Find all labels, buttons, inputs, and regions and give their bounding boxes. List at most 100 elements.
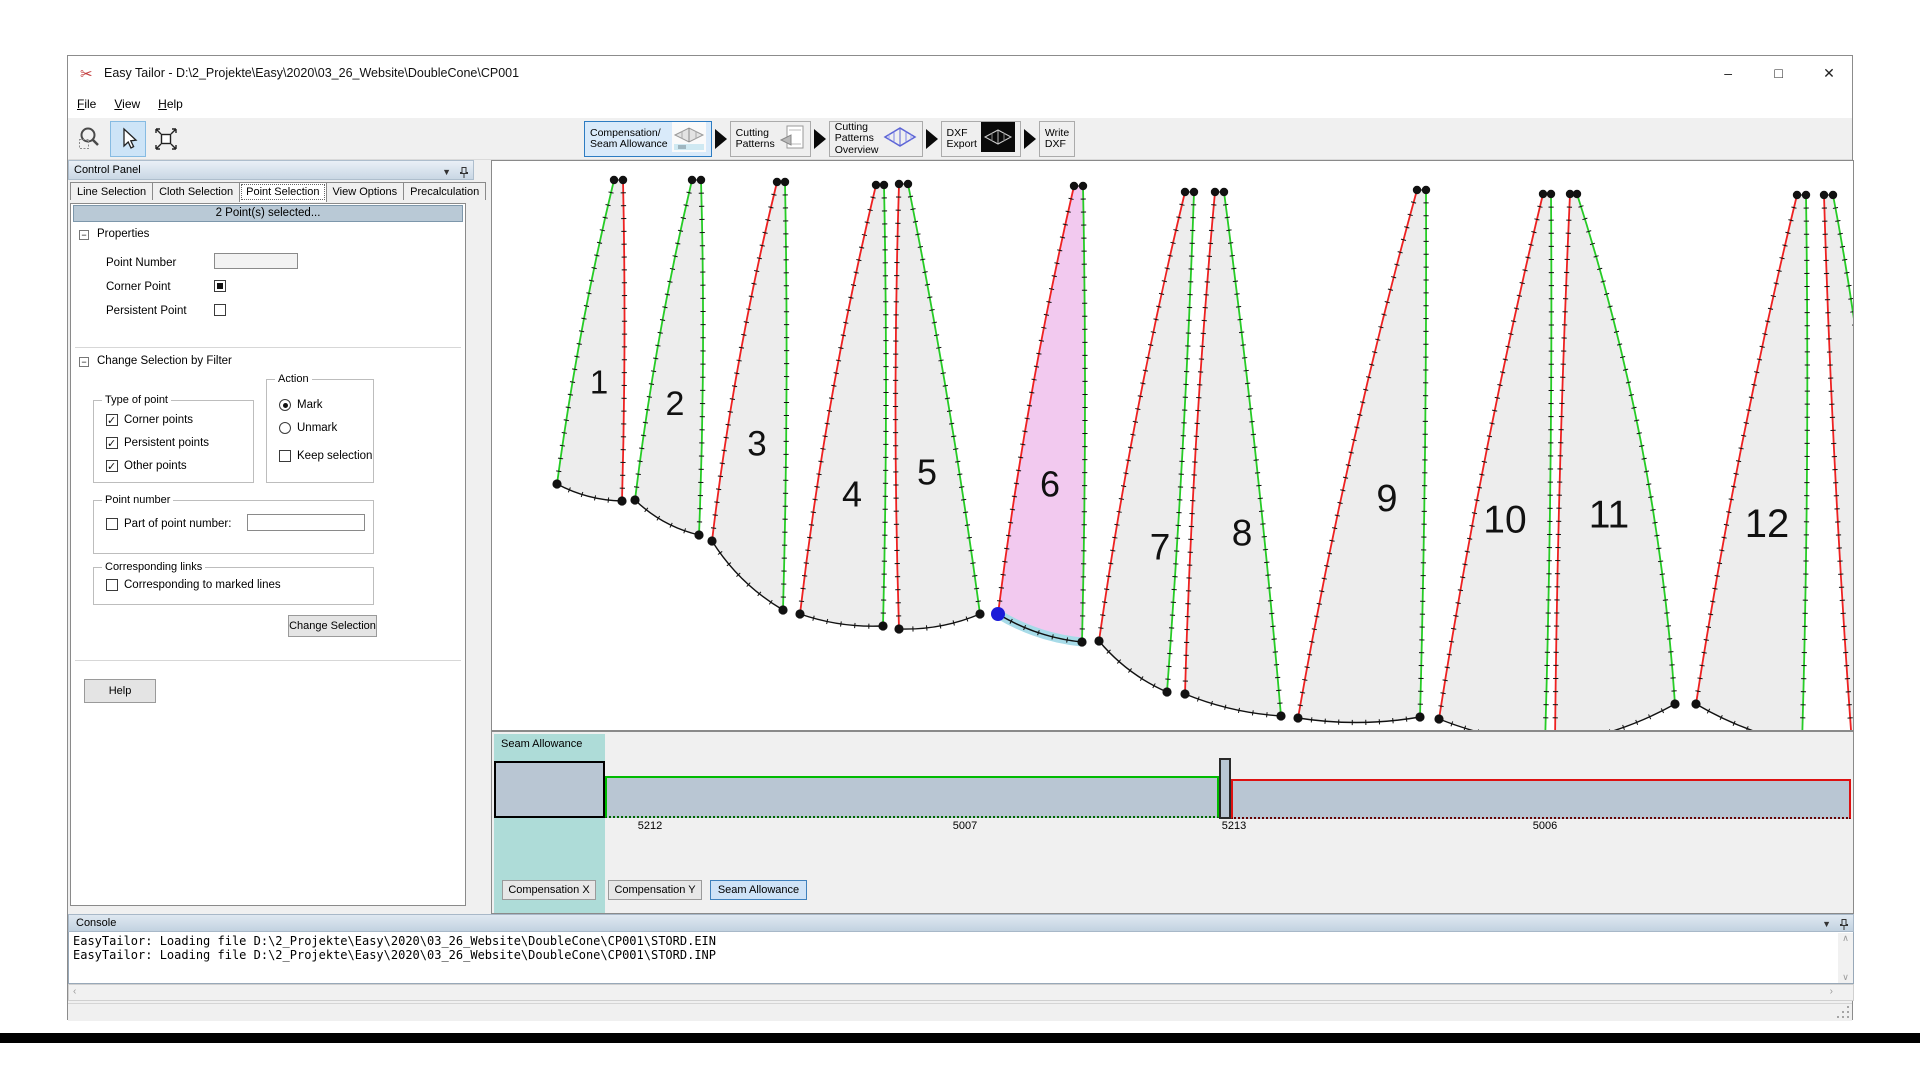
- panel-number-label: 7: [1150, 527, 1171, 568]
- fit-view-tool-button[interactable]: [148, 121, 184, 157]
- resize-grip[interactable]: [1847, 1016, 1849, 1018]
- seam-bar-5007[interactable]: [605, 776, 1219, 818]
- sail-panel-12[interactable]: 12: [1691, 191, 1810, 731]
- console-pin-icon[interactable]: [1839, 918, 1849, 931]
- seam-bar-5213[interactable]: [1219, 758, 1231, 819]
- scroll-right-icon[interactable]: ›: [1830, 986, 1833, 997]
- window-title: Easy Tailor - D:\2_Projekte\Easy\2020\03…: [104, 66, 519, 80]
- seam-bar-5212[interactable]: [494, 761, 605, 818]
- scroll-left-icon[interactable]: ‹: [73, 986, 76, 997]
- fit-extents-icon: [153, 126, 179, 152]
- toolbar: Compensation/ Seam Allowance Cutting Patt…: [68, 118, 1852, 160]
- point-number-group: Point number Part of point number:: [93, 500, 374, 554]
- console-log[interactable]: EasyTailor: Loading file D:\2_Projekte\E…: [68, 932, 1854, 984]
- tab-cloth-selection[interactable]: Cloth Selection: [152, 182, 240, 200]
- close-button[interactable]: ✕: [1806, 56, 1852, 92]
- workflow-step-2[interactable]: Cutting Patterns: [730, 121, 811, 157]
- menu-bar: FileViewHelp: [68, 92, 1852, 118]
- console-header: Console ▼: [68, 914, 1854, 932]
- workflow-step-4[interactable]: DXF Export: [941, 121, 1021, 157]
- dxf-export-icon: [981, 122, 1015, 156]
- seam-tab-compensation-x[interactable]: Compensation X: [502, 880, 596, 900]
- action-group: Action MarkUnmarkKeep selection: [266, 379, 374, 483]
- seam-bar-label-5006: 5006: [1533, 820, 1557, 832]
- label-corner-points: Corner points: [124, 414, 193, 426]
- change-selection-button[interactable]: Change Selection: [288, 615, 377, 637]
- checkbox-persistent-points[interactable]: [106, 437, 118, 449]
- checkbox-other-points[interactable]: [106, 460, 118, 472]
- control-panel: Control Panel ▼ Line SelectionCloth Sele…: [68, 160, 478, 914]
- workflow-step-1[interactable]: Compensation/ Seam Allowance: [584, 121, 712, 157]
- sail-panel-6[interactable]: 6: [991, 182, 1088, 647]
- console-vertical-scrollbar[interactable]: ∧ ∨: [1838, 933, 1853, 983]
- menu-help[interactable]: Help: [149, 92, 192, 116]
- help-button[interactable]: Help: [84, 679, 156, 703]
- properties-collapse-icon[interactable]: −: [79, 230, 89, 240]
- sail-panel-5[interactable]: 5: [893, 180, 985, 634]
- sail-panel-2[interactable]: 2: [630, 176, 705, 540]
- type-of-point-legend: Type of point: [102, 394, 171, 406]
- workflow-buttons: Compensation/ Seam Allowance Cutting Patt…: [584, 120, 1075, 158]
- tab-view-options[interactable]: View Options: [326, 182, 405, 200]
- corner-point-checkbox[interactable]: [214, 280, 226, 292]
- maximize-button[interactable]: □: [1756, 56, 1802, 92]
- corresponding-to-marked-lines-label: Corresponding to marked lines: [124, 579, 281, 591]
- workflow-step-label: Cutting Patterns: [736, 128, 775, 151]
- checkbox-corner-points[interactable]: [106, 414, 118, 426]
- tab-line-selection[interactable]: Line Selection: [70, 182, 153, 200]
- select-tool-button[interactable]: [110, 121, 146, 157]
- pin-icon[interactable]: [459, 166, 469, 179]
- sail-panel-4[interactable]: 4: [795, 181, 888, 631]
- seam-tab-compensation-y[interactable]: Compensation Y: [608, 880, 702, 900]
- tab-point-selection[interactable]: Point Selection: [239, 182, 326, 202]
- control-panel-tabs: Line SelectionCloth SelectionPoint Selec…: [70, 182, 472, 203]
- part-of-point-number-checkbox[interactable]: [106, 518, 118, 530]
- corresponding-to-marked-lines-checkbox[interactable]: [106, 579, 118, 591]
- magnifier-icon: [77, 126, 103, 152]
- filter-collapse-icon[interactable]: −: [79, 357, 89, 367]
- sail-panel-9[interactable]: 9: [1293, 186, 1430, 725]
- panel-collapse-icon[interactable]: ▼: [442, 163, 451, 181]
- console-collapse-icon[interactable]: ▼: [1822, 916, 1831, 932]
- persistent-point-checkbox[interactable]: [214, 304, 226, 316]
- point-selection-pane: 2 Point(s) selected... − Properties Poin…: [70, 203, 466, 906]
- panel-number-label: 12: [1745, 502, 1790, 546]
- pattern-drawing: 123456789101112: [492, 161, 1854, 731]
- seam-bar-5006[interactable]: [1231, 779, 1851, 819]
- scroll-up-icon[interactable]: ∧: [1842, 933, 1849, 944]
- sail-panel-11[interactable]: 11: [1550, 190, 1679, 731]
- sail-panel-8[interactable]: 8: [1180, 188, 1285, 721]
- menu-file[interactable]: File: [68, 92, 105, 116]
- compensation-icon: [672, 122, 706, 156]
- app-scissors-icon: ✂: [80, 65, 93, 83]
- pattern-canvas[interactable]: 123456789101112: [491, 160, 1854, 731]
- cutting-patterns-icon: [779, 123, 805, 155]
- point-number-field[interactable]: [214, 253, 298, 269]
- minimize-button[interactable]: –: [1705, 56, 1751, 92]
- scroll-down-icon[interactable]: ∨: [1842, 972, 1849, 983]
- console-horizontal-scrollbar[interactable]: ‹ ›: [68, 984, 1854, 1001]
- sail-panel-7[interactable]: 7: [1094, 188, 1198, 697]
- action-legend: Action: [275, 373, 312, 385]
- console-line: EasyTailor: Loading file D:\2_Projekte\E…: [73, 934, 1849, 948]
- seam-tab-seam-allowance[interactable]: Seam Allowance: [710, 880, 807, 900]
- workflow-step-label: Cutting Patterns Overview: [835, 122, 879, 157]
- workflow-step-3[interactable]: Cutting Patterns Overview: [829, 121, 923, 157]
- zoom-tool-button[interactable]: [72, 121, 108, 157]
- seam-allowance-panel-title: Seam Allowance: [501, 738, 582, 750]
- sail-panel-3[interactable]: 3: [707, 178, 789, 615]
- sail-panel-1[interactable]: 1: [552, 176, 627, 506]
- tab-precalculation[interactable]: Precalculation: [403, 182, 486, 200]
- workflow-step-5[interactable]: Write DXF: [1039, 121, 1075, 157]
- radio-unmark[interactable]: [279, 422, 291, 434]
- sail-panel-partial[interactable]: [1820, 191, 1854, 731]
- workflow-arrow-icon: [1024, 129, 1036, 149]
- panel-number-label: 5: [917, 452, 937, 493]
- seam-bar-label-5212: 5212: [638, 820, 662, 832]
- type-of-point-group: Type of point Corner pointsPersistent po…: [93, 400, 254, 483]
- menu-view[interactable]: View: [105, 92, 149, 116]
- radio-mark[interactable]: [279, 399, 291, 411]
- part-of-point-number-field[interactable]: [247, 514, 365, 531]
- sail-panel-10[interactable]: 10: [1434, 190, 1555, 731]
- checkbox-keep-selection[interactable]: [279, 450, 291, 462]
